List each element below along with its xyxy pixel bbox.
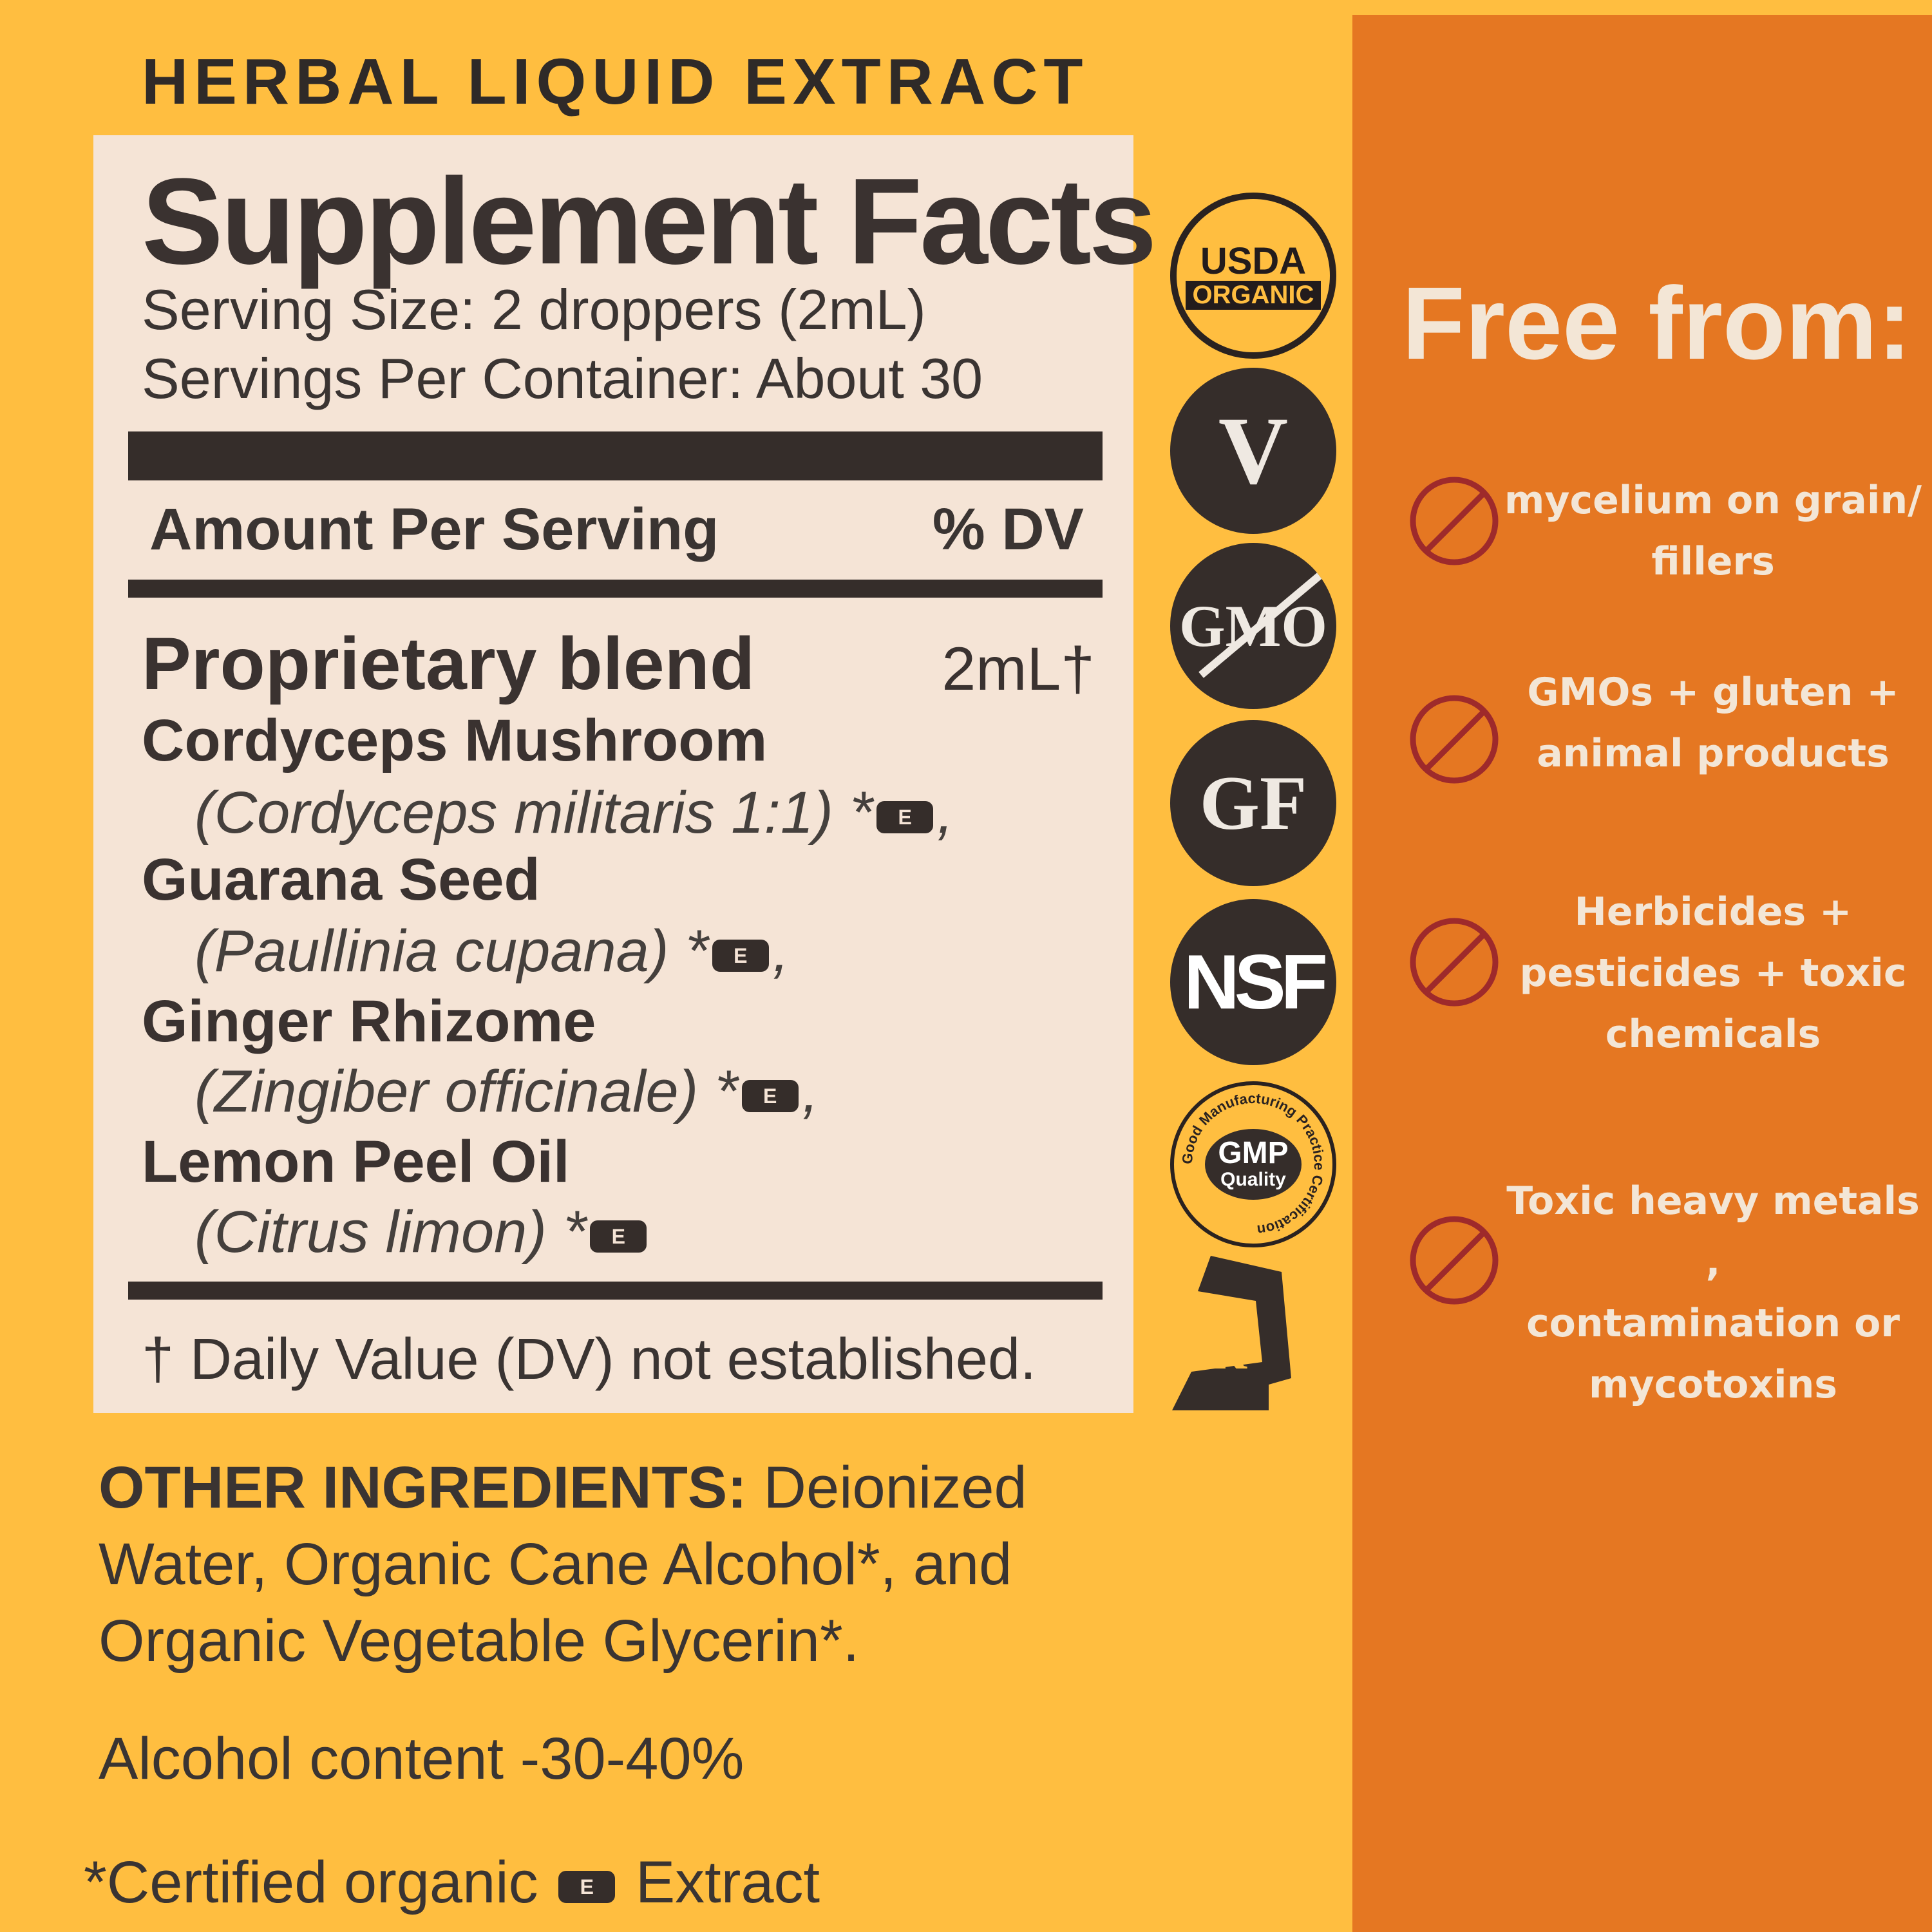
nsf-icon: NSF bbox=[1170, 899, 1336, 1065]
other-ingredients-line: Water, Organic Cane Alcohol*, and bbox=[99, 1531, 1012, 1597]
divider-thick bbox=[128, 431, 1103, 480]
extract-badge-icon: E bbox=[741, 1079, 799, 1112]
supplement-facts-panel bbox=[93, 135, 1133, 1413]
vegan-icon: V bbox=[1170, 368, 1336, 534]
blend-name: Proprietary blend bbox=[142, 623, 755, 705]
blend-amount: 2mL† bbox=[942, 635, 1095, 703]
prohibited-icon bbox=[1410, 918, 1499, 1007]
kosher-icon: K bbox=[1172, 1256, 1294, 1410]
product-type-title: HERBAL LIQUID EXTRACT bbox=[142, 46, 1089, 118]
extract-badge-icon: E bbox=[876, 800, 934, 833]
facts-title: Supplement Facts bbox=[142, 153, 1157, 290]
free-from-item: Toxic heavy metals , contamination or myco… bbox=[1506, 1179, 1920, 1407]
extract-badge-icon: E bbox=[558, 1870, 616, 1903]
free-from-title: Free from: bbox=[1402, 265, 1912, 381]
amount-header: Amount Per Serving bbox=[149, 497, 719, 562]
ingredient-name: Guarana Seed bbox=[142, 847, 540, 913]
usda-organic-icon: USDA ORGANIC bbox=[1170, 193, 1336, 359]
ingredient-latin: (Cordyceps militaris 1:1) * E, bbox=[194, 780, 954, 846]
other-ingredients-line: OTHER INGREDIENTS: Deionized bbox=[99, 1455, 1027, 1520]
gluten-free-icon: GF bbox=[1170, 720, 1336, 886]
alcohol-content: Alcohol content -30-40% bbox=[99, 1726, 744, 1792]
gmp-quality-icon: Good Manufacturing Practice Certificatio… bbox=[1170, 1081, 1336, 1247]
servings-per-container: Servings Per Container: About 30 bbox=[142, 346, 983, 410]
free-from-item: mycelium on grain/fillers bbox=[1504, 478, 1922, 584]
non-gmo-icon: GMO bbox=[1170, 543, 1336, 709]
prohibited-icon bbox=[1410, 477, 1499, 565]
extract-badge-icon: E bbox=[590, 1220, 647, 1253]
other-ingredients-line: Organic Vegetable Glycerin*. bbox=[99, 1608, 860, 1674]
ingredient-name: Ginger Rhizome bbox=[142, 989, 596, 1054]
ingredient-latin: (Citrus limon) * E bbox=[194, 1198, 650, 1266]
prohibited-icon bbox=[1410, 695, 1499, 784]
ingredient-latin: (Zingiber officinale) * E, bbox=[194, 1059, 819, 1124]
divider bbox=[128, 1282, 1103, 1300]
certified-organic-note: *Certified organic E Extract bbox=[84, 1850, 820, 1915]
extract-badge-icon: E bbox=[712, 939, 769, 972]
free-from-item: Herbicides + pesticides + toxic chemicals bbox=[1519, 889, 1907, 1057]
free-from-panel bbox=[1352, 15, 1932, 1932]
ingredient-name: Lemon Peel Oil bbox=[142, 1129, 570, 1195]
ingredient-latin: (Paullinia cupana) * E, bbox=[194, 918, 790, 984]
free-from-item: GMOs + gluten + animal products bbox=[1527, 670, 1899, 776]
dv-header: % DV bbox=[932, 497, 1084, 562]
svg-text:K: K bbox=[1208, 1323, 1247, 1380]
ingredient-name: Cordyceps Mushroom bbox=[142, 708, 768, 773]
divider bbox=[128, 580, 1103, 598]
serving-size: Serving Size: 2 droppers (2mL) bbox=[142, 278, 926, 341]
prohibited-icon bbox=[1410, 1216, 1499, 1305]
dv-footnote: † Daily Value (DV) not established. bbox=[142, 1327, 1037, 1392]
